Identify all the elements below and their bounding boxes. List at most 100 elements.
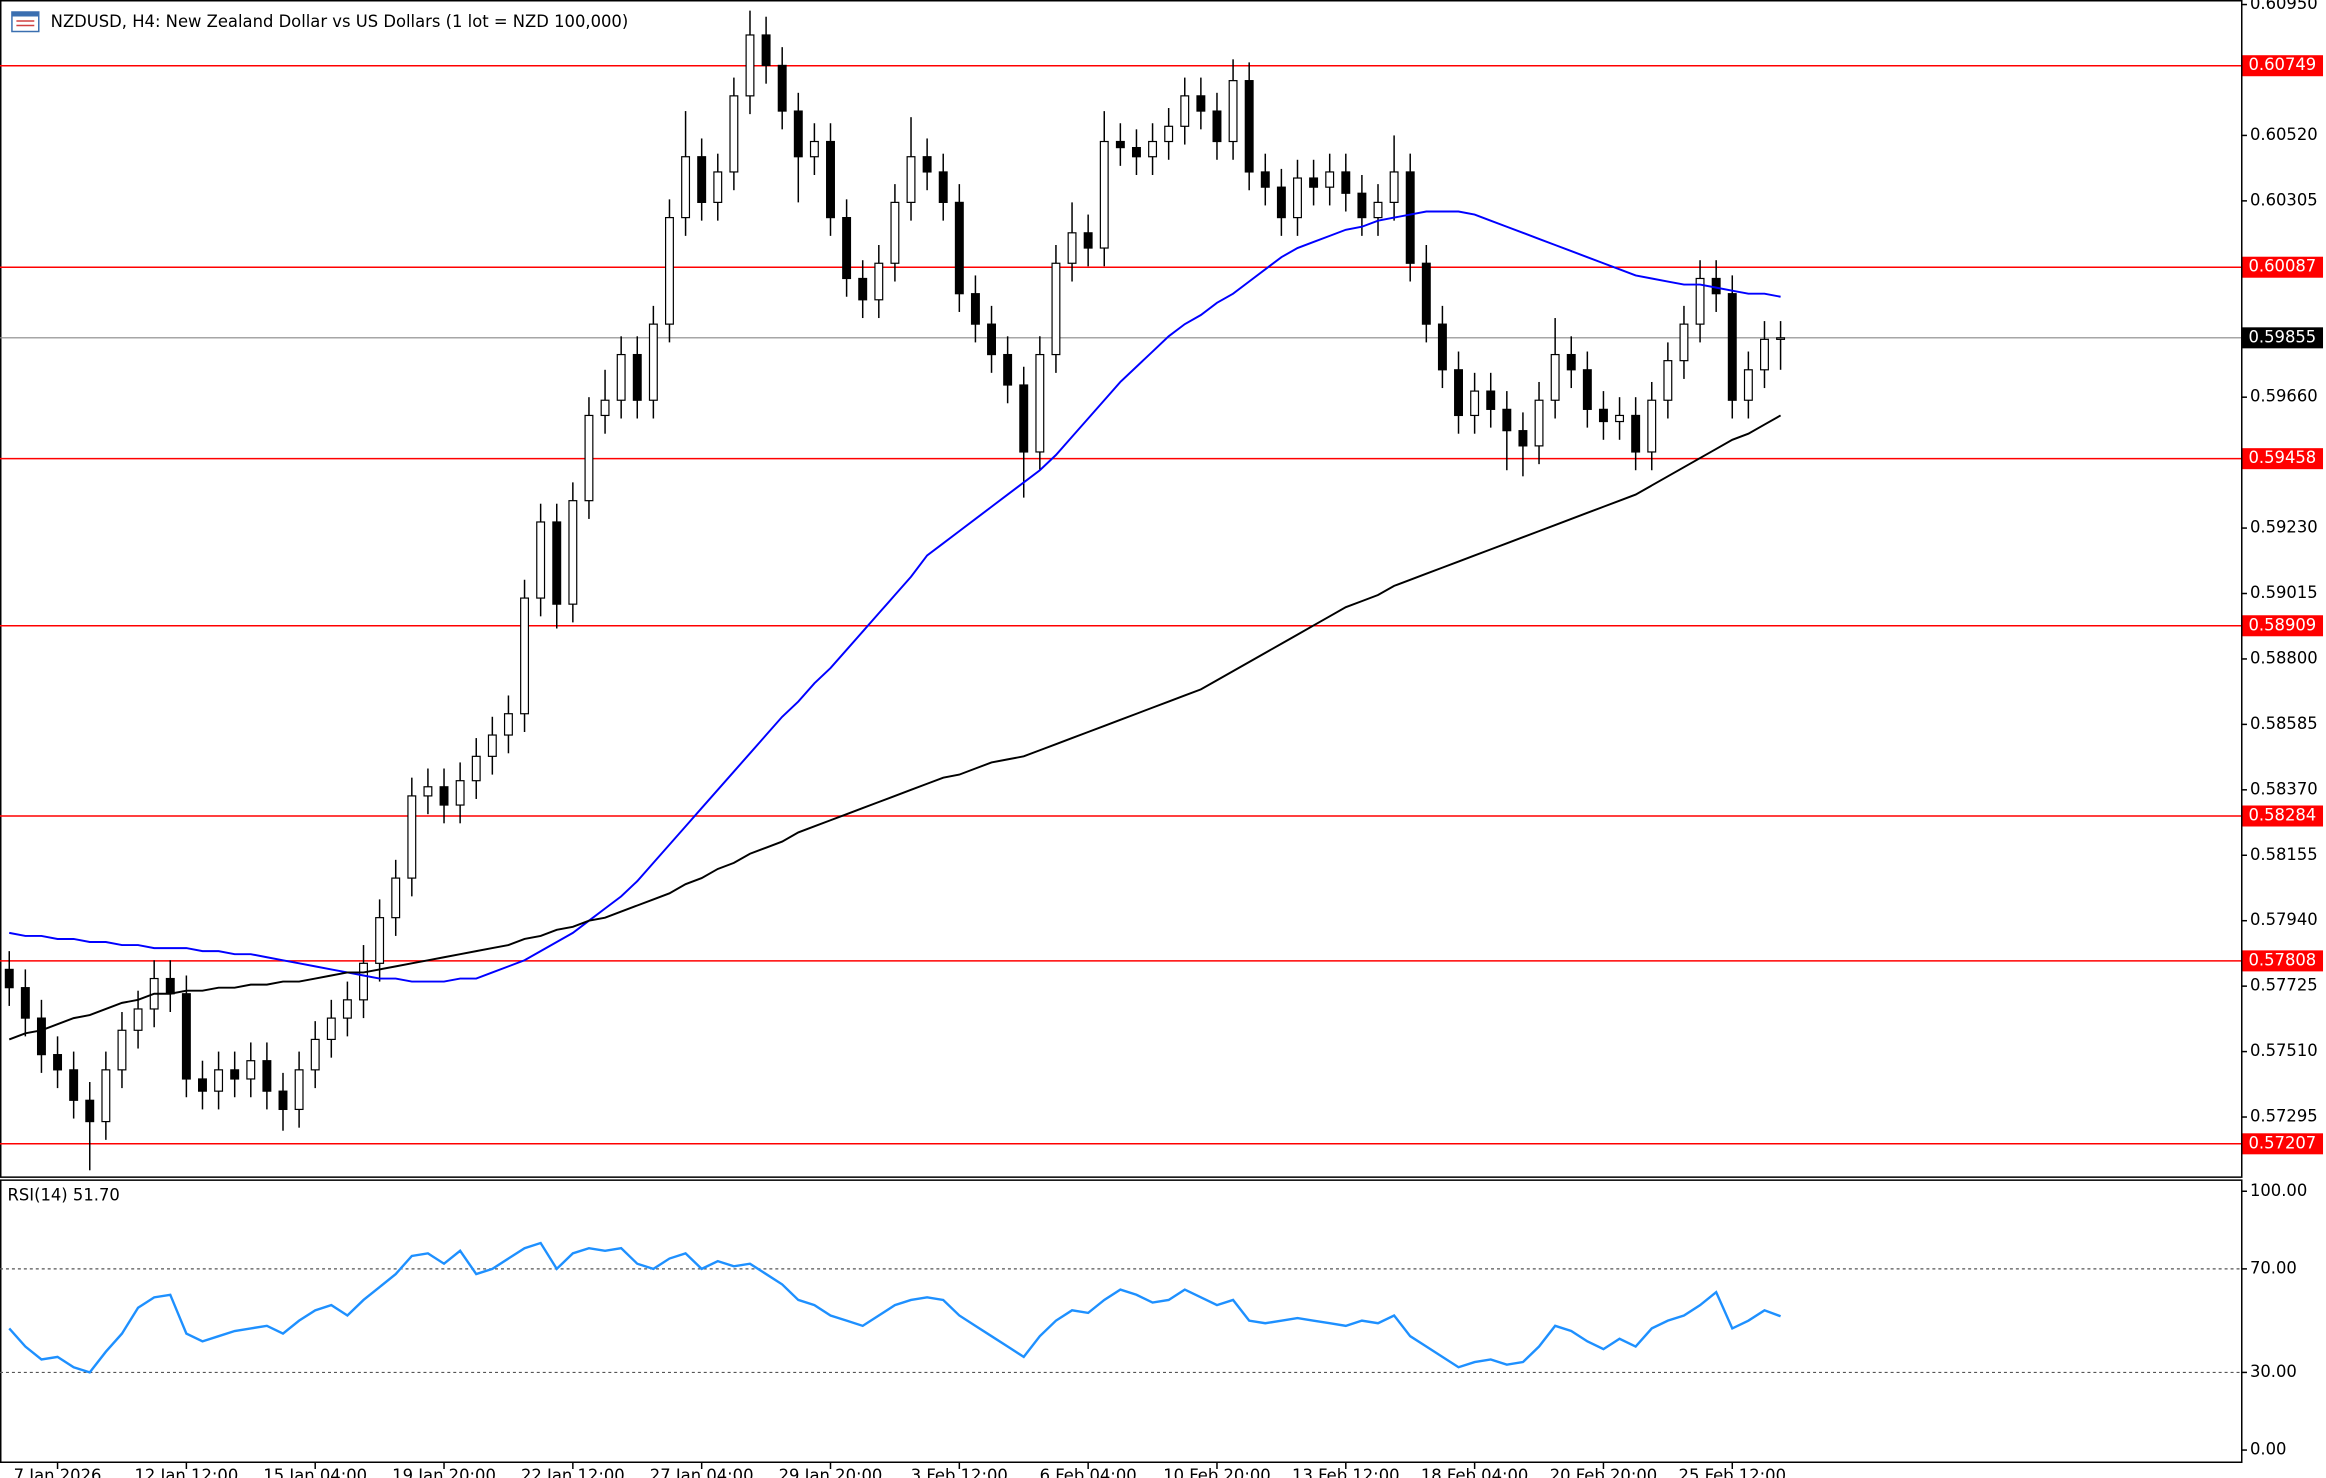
candle-body (1228, 80, 1238, 143)
x-tick-label: 29 Jan 20:00 (779, 1466, 883, 1478)
rsi-frame (0, 1179, 2243, 1463)
candle-body (1598, 408, 1608, 423)
candle-body (342, 999, 352, 1019)
candle-body (36, 1017, 46, 1056)
candle-body (922, 156, 932, 173)
candle-body (1550, 353, 1560, 401)
x-tick-label: 3 Feb 12:00 (911, 1466, 1008, 1478)
candle-body (632, 353, 642, 401)
candle-body (842, 217, 852, 280)
candle-body (1486, 390, 1496, 410)
chart-title: NZDUSD, H4: New Zealand Dollar vs US Dol… (51, 12, 629, 31)
candle-body (600, 399, 610, 417)
y-tick-label: 0.58585 (2250, 714, 2318, 733)
candle-body (793, 110, 803, 158)
y-tick-label: 0.60520 (2250, 125, 2318, 144)
candle-body (294, 1069, 304, 1111)
y-tick-label: 0.57510 (2250, 1041, 2318, 1060)
x-tick-label: 27 Jan 04:00 (650, 1466, 754, 1478)
candle-body (874, 262, 884, 301)
candle-body (117, 1029, 127, 1071)
candle-body (1051, 262, 1061, 356)
candle-body (1148, 140, 1158, 158)
level-label: 0.58909 (2248, 615, 2316, 634)
candle-body (745, 34, 755, 97)
candle-body (777, 64, 787, 112)
candle-body (520, 597, 530, 715)
y-tick-label: 0.59660 (2250, 387, 2318, 406)
candle-body (616, 353, 626, 401)
candle-body (1534, 399, 1544, 447)
level-label-box (2242, 1133, 2324, 1155)
level-label: 0.58284 (2248, 805, 2316, 824)
candle-body (1357, 192, 1367, 219)
candle-body (101, 1069, 111, 1123)
level-label: 0.60749 (2248, 55, 2316, 74)
candle-body (1421, 262, 1431, 325)
candle-body (1405, 171, 1415, 264)
candle-body (326, 1017, 336, 1041)
x-tick-label: 12 Jan 12:00 (135, 1466, 239, 1478)
candle-body (906, 156, 916, 203)
candle-body (1776, 337, 1786, 340)
rsi-line (8, 1241, 1781, 1374)
candle-body (1325, 171, 1335, 188)
candle-body (1276, 186, 1286, 219)
x-tick-label: 22 Jan 12:00 (521, 1466, 625, 1478)
candle-body (729, 95, 739, 173)
candle-body (1180, 95, 1190, 127)
candle-body (230, 1069, 240, 1080)
level-label-box (2242, 805, 2324, 827)
level-label-box (2242, 256, 2324, 278)
x-tick-label: 18 Feb 04:00 (1421, 1466, 1529, 1478)
x-tick-label: 20 Feb 20:00 (1550, 1466, 1658, 1478)
candle-body (391, 877, 401, 919)
candle-body (1115, 140, 1125, 149)
candle-body (503, 713, 513, 736)
level-label: 0.57207 (2248, 1133, 2316, 1152)
candle-body (938, 171, 948, 203)
candle-body (69, 1069, 79, 1101)
candle-body (1019, 384, 1029, 453)
candle-body (1727, 293, 1737, 401)
candle-body (1647, 399, 1657, 453)
candle-body (1164, 125, 1174, 143)
candle-body (697, 156, 707, 203)
candle-body (471, 755, 481, 782)
y-tick-label: 30.00 (2250, 1362, 2297, 1381)
candle-body (262, 1060, 272, 1092)
x-tick-label: 7 Jan 2026 (14, 1466, 102, 1478)
candle-body (1518, 430, 1528, 447)
candle-body (85, 1099, 95, 1123)
candle-body (568, 500, 578, 605)
y-tick-label: 0.57940 (2250, 910, 2318, 929)
current-price-label: 0.59855 (2248, 327, 2316, 346)
candle-body (1679, 323, 1689, 362)
candle-body (1437, 323, 1447, 371)
candle-body (1260, 171, 1270, 188)
level-label: 0.59458 (2248, 448, 2316, 467)
candle-body (584, 414, 594, 502)
candle-body (648, 323, 658, 401)
rsi-title: RSI(14) 51.70 (7, 1185, 119, 1204)
y-tick-label: 0.57725 (2250, 976, 2318, 995)
y-tick-label: 0.59015 (2250, 583, 2318, 602)
moving-average (9, 210, 1781, 983)
candle-body (1244, 80, 1254, 173)
candle-body (1067, 232, 1077, 264)
candle-body (970, 293, 980, 325)
candle-body (133, 1008, 143, 1031)
candle-body (455, 780, 465, 806)
y-tick-label: 100.00 (2250, 1181, 2307, 1200)
candle-body (1454, 369, 1463, 417)
candle-body (407, 795, 417, 879)
candle-body (1470, 390, 1480, 417)
price-frame (0, 0, 2243, 1178)
candle-body (214, 1069, 224, 1092)
y-tick-label: 0.00 (2250, 1440, 2286, 1459)
candle-body (278, 1090, 288, 1111)
candle-body (1196, 95, 1206, 112)
candle-body (1615, 414, 1625, 423)
y-tick-label: 0.59230 (2250, 518, 2318, 537)
